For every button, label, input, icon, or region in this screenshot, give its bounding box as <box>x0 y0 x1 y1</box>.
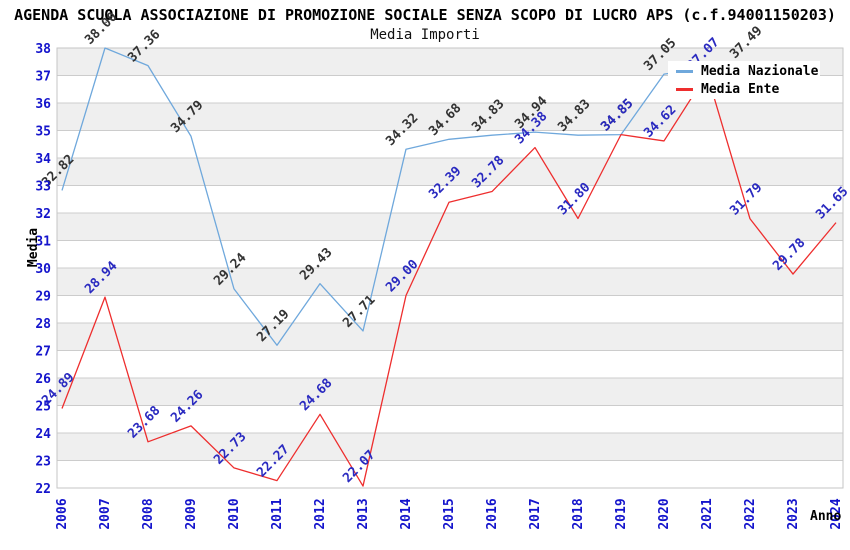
x-tick-label: 2017 <box>528 498 543 529</box>
legend-swatch-blue-line-icon <box>676 69 693 73</box>
y-tick-label: 38 <box>35 42 51 57</box>
plot-band <box>57 405 843 433</box>
x-tick-label: 2006 <box>55 498 70 529</box>
x-tick-label: 2023 <box>786 498 801 529</box>
x-tick-label: 2018 <box>571 498 586 529</box>
plot-band <box>57 185 843 213</box>
y-tick-label: 28 <box>35 317 51 332</box>
plot-band <box>57 295 843 323</box>
series-line-media-nazionale <box>61 47 751 346</box>
x-tick-label: 2011 <box>270 498 285 529</box>
y-tick-label: 26 <box>35 372 51 387</box>
x-tick-label: 2013 <box>356 498 371 529</box>
x-tick-label: 2008 <box>141 498 156 529</box>
legend-item-media-nazionale: Media Nazionale <box>676 64 820 79</box>
x-tick-label: 2009 <box>184 498 199 529</box>
x-tick-label: 2016 <box>485 498 500 529</box>
plot-band <box>57 130 843 158</box>
legend-label: Media Nazionale <box>701 63 819 79</box>
y-tick-label: 23 <box>35 455 51 470</box>
plot-border <box>56 47 844 489</box>
x-axis-title: Anno <box>810 509 842 524</box>
y-tick-label: 24 <box>35 427 51 442</box>
x-tick-label: 2022 <box>743 498 758 529</box>
legend-swatch-red-line-icon <box>676 87 693 91</box>
plot-band <box>57 323 843 351</box>
plot-band <box>57 378 843 406</box>
legend-item-media-ente: Media Ente <box>676 82 820 97</box>
y-tick-label: 33 <box>35 180 51 195</box>
y-tick-label: 29 <box>35 290 51 305</box>
x-tick-label: 2020 <box>657 498 672 529</box>
y-tick-label: 36 <box>35 97 51 112</box>
legend: Media Nazionale Media Ente <box>668 61 820 99</box>
chart-title: AGENDA SCUOLA ASSOCIAZIONE DI PROMOZIONE… <box>14 6 836 24</box>
plot-band <box>57 433 843 461</box>
x-tick-label: 2019 <box>614 498 629 529</box>
y-tick-label: 31 <box>35 235 51 250</box>
plot-band <box>57 268 843 296</box>
plot-band <box>57 103 843 131</box>
plot-band <box>57 158 843 186</box>
chart-subtitle: Media Importi <box>370 27 480 43</box>
plot-band <box>57 240 843 268</box>
y-tick-label: 32 <box>35 207 51 222</box>
y-tick-label: 30 <box>35 262 51 277</box>
data-label: 38.00 <box>82 9 120 47</box>
y-tick-label: 35 <box>35 125 51 140</box>
x-tick-label: 2015 <box>442 498 457 529</box>
plot-band <box>57 460 843 488</box>
x-tick-label: 2012 <box>313 498 328 529</box>
y-axis-title: Media <box>26 227 42 268</box>
x-tick-label: 2010 <box>227 498 242 529</box>
y-tick-label: 34 <box>35 152 51 167</box>
y-tick-label: 37 <box>35 70 51 85</box>
x-tick-label: 2024 <box>829 498 844 529</box>
x-tick-label: 2014 <box>399 498 414 529</box>
x-tick-label: 2021 <box>700 498 715 529</box>
plot-band <box>57 213 843 241</box>
x-tick-label: 2007 <box>98 498 113 529</box>
y-tick-label: 22 <box>35 482 51 497</box>
y-tick-label: 27 <box>35 345 51 360</box>
plot-band <box>57 350 843 378</box>
legend-label: Media Ente <box>701 81 780 97</box>
y-tick-label: 25 <box>35 400 51 415</box>
